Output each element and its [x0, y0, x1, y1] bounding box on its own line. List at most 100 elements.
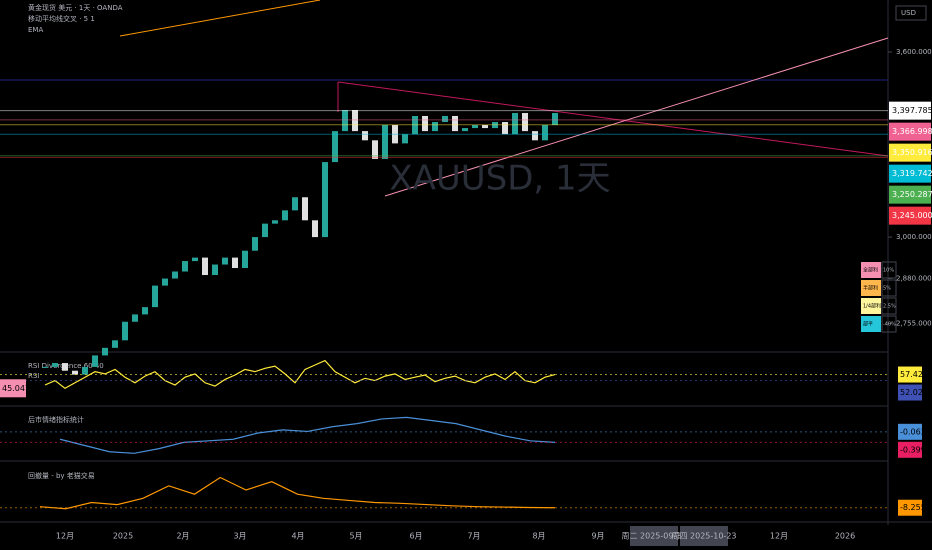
candle: [52, 363, 58, 367]
candle: [122, 321, 128, 341]
trend-line: [384, 37, 889, 197]
candle: [482, 125, 488, 129]
legend-cell: [881, 279, 897, 297]
x-tick-label: 12月: [56, 532, 74, 541]
candle: [132, 314, 138, 322]
y-tick-label: 2,880.000: [896, 275, 932, 283]
price-tag: [889, 206, 931, 225]
candle: [352, 109, 358, 132]
candle: [82, 366, 88, 375]
x-tick-label: 8月: [532, 532, 545, 541]
candle: [262, 223, 268, 238]
candle: [72, 370, 78, 375]
candle: [62, 363, 68, 371]
indicator: EMA: [28, 26, 43, 34]
candle: [552, 112, 558, 126]
candle: [222, 257, 228, 265]
symbol: 黄金现货 美元 · 1天 · OANDA: [28, 3, 123, 12]
value-tag-label: -0.399: [900, 445, 926, 454]
indicator: 移动平均线交叉 · 5 1: [28, 14, 95, 23]
trend-line: [337, 81, 889, 157]
x-tick-label: 2月: [176, 532, 189, 541]
indicator-line: [59, 416, 556, 454]
indicator-line: [44, 359, 556, 390]
y-tick-label: 2,755.000: [896, 320, 932, 328]
legend-value: 5%: [883, 286, 891, 292]
candle: [332, 131, 338, 163]
pane-title: RSI: [28, 372, 39, 380]
value-tag-label: -0.062: [900, 427, 926, 436]
value-tag: [0, 379, 26, 398]
candle: [192, 257, 198, 262]
value-tag-label: 45.047: [2, 384, 30, 393]
x-tick-label: 12月: [770, 532, 788, 541]
legend-label: 部平: [863, 321, 873, 328]
legend-cell: [881, 261, 897, 279]
value-tag-label: -8.255: [900, 503, 926, 512]
price-tag-label: 3,245.000: [892, 211, 932, 220]
candle: [302, 197, 308, 221]
legend-cell: [881, 297, 897, 315]
candle: [312, 220, 318, 238]
trend-line: [119, 0, 321, 37]
price-tag: [889, 164, 931, 183]
value-tag-label: 57.42: [900, 370, 923, 379]
x-tick-label: 4月: [291, 532, 304, 541]
candle: [102, 347, 108, 356]
value-tag: [898, 499, 922, 516]
x-tick-label: 7月: [467, 532, 480, 541]
x-tick-label: 3月: [233, 532, 246, 541]
legend-value: 2.5%: [883, 304, 896, 310]
price-tag-label: 3,319.742: [892, 169, 932, 178]
candle: [542, 125, 548, 141]
price-tag: [889, 101, 931, 120]
x-tick-label: 6月: [409, 532, 422, 541]
legend-label: 半部利: [863, 285, 878, 292]
candle: [522, 112, 528, 132]
value-tag: [898, 441, 922, 458]
y-tick-label: 3,600.000: [896, 48, 932, 56]
legend-value: 10%: [883, 268, 894, 274]
legend-value: -40%: [883, 322, 896, 328]
x-tick-label: 周二 2025-09-30: [621, 532, 686, 541]
price-tag-label: 3,397.785: [892, 106, 932, 115]
candle: [212, 264, 218, 276]
x-tick-label: 5月: [349, 532, 362, 541]
currency-box[interactable]: [895, 5, 927, 21]
price-tag-label: 3,366.998: [892, 127, 932, 136]
candle: [142, 307, 148, 315]
candle: [442, 115, 448, 123]
legend-cell: [861, 298, 881, 314]
price-tag-label: 3,350.916: [892, 148, 932, 157]
candle: [252, 237, 258, 251]
candle: [432, 122, 438, 132]
indicator-line: [39, 476, 556, 510]
value-tag-label: 52.02: [900, 388, 923, 397]
legend-cell: [861, 262, 881, 278]
candle: [422, 115, 428, 132]
legend-cell: [861, 280, 881, 296]
x-tick-label: 9月: [591, 532, 604, 541]
value-tag: [898, 384, 922, 401]
candle: [402, 134, 408, 144]
candle: [242, 250, 248, 269]
candle: [42, 366, 48, 368]
candle: [512, 112, 518, 135]
x-tick-label: 2026: [835, 532, 855, 541]
y-tick-label: 3,000.000: [896, 233, 932, 241]
crosshair-label-bg: [680, 526, 728, 546]
currency[interactable]: USD: [901, 9, 916, 17]
price-tag: [889, 185, 931, 204]
candle: [162, 278, 168, 286]
watermark: XAUUSD, 1天: [389, 159, 610, 199]
pane-title: 后市情绪指标统计: [28, 415, 84, 424]
candle: [362, 131, 368, 141]
legend-cell: [861, 316, 881, 332]
candle: [472, 125, 478, 129]
candle: [182, 261, 188, 272]
candle: [342, 109, 348, 132]
x-tick-label: 2025: [113, 532, 133, 541]
candle: [172, 271, 178, 279]
